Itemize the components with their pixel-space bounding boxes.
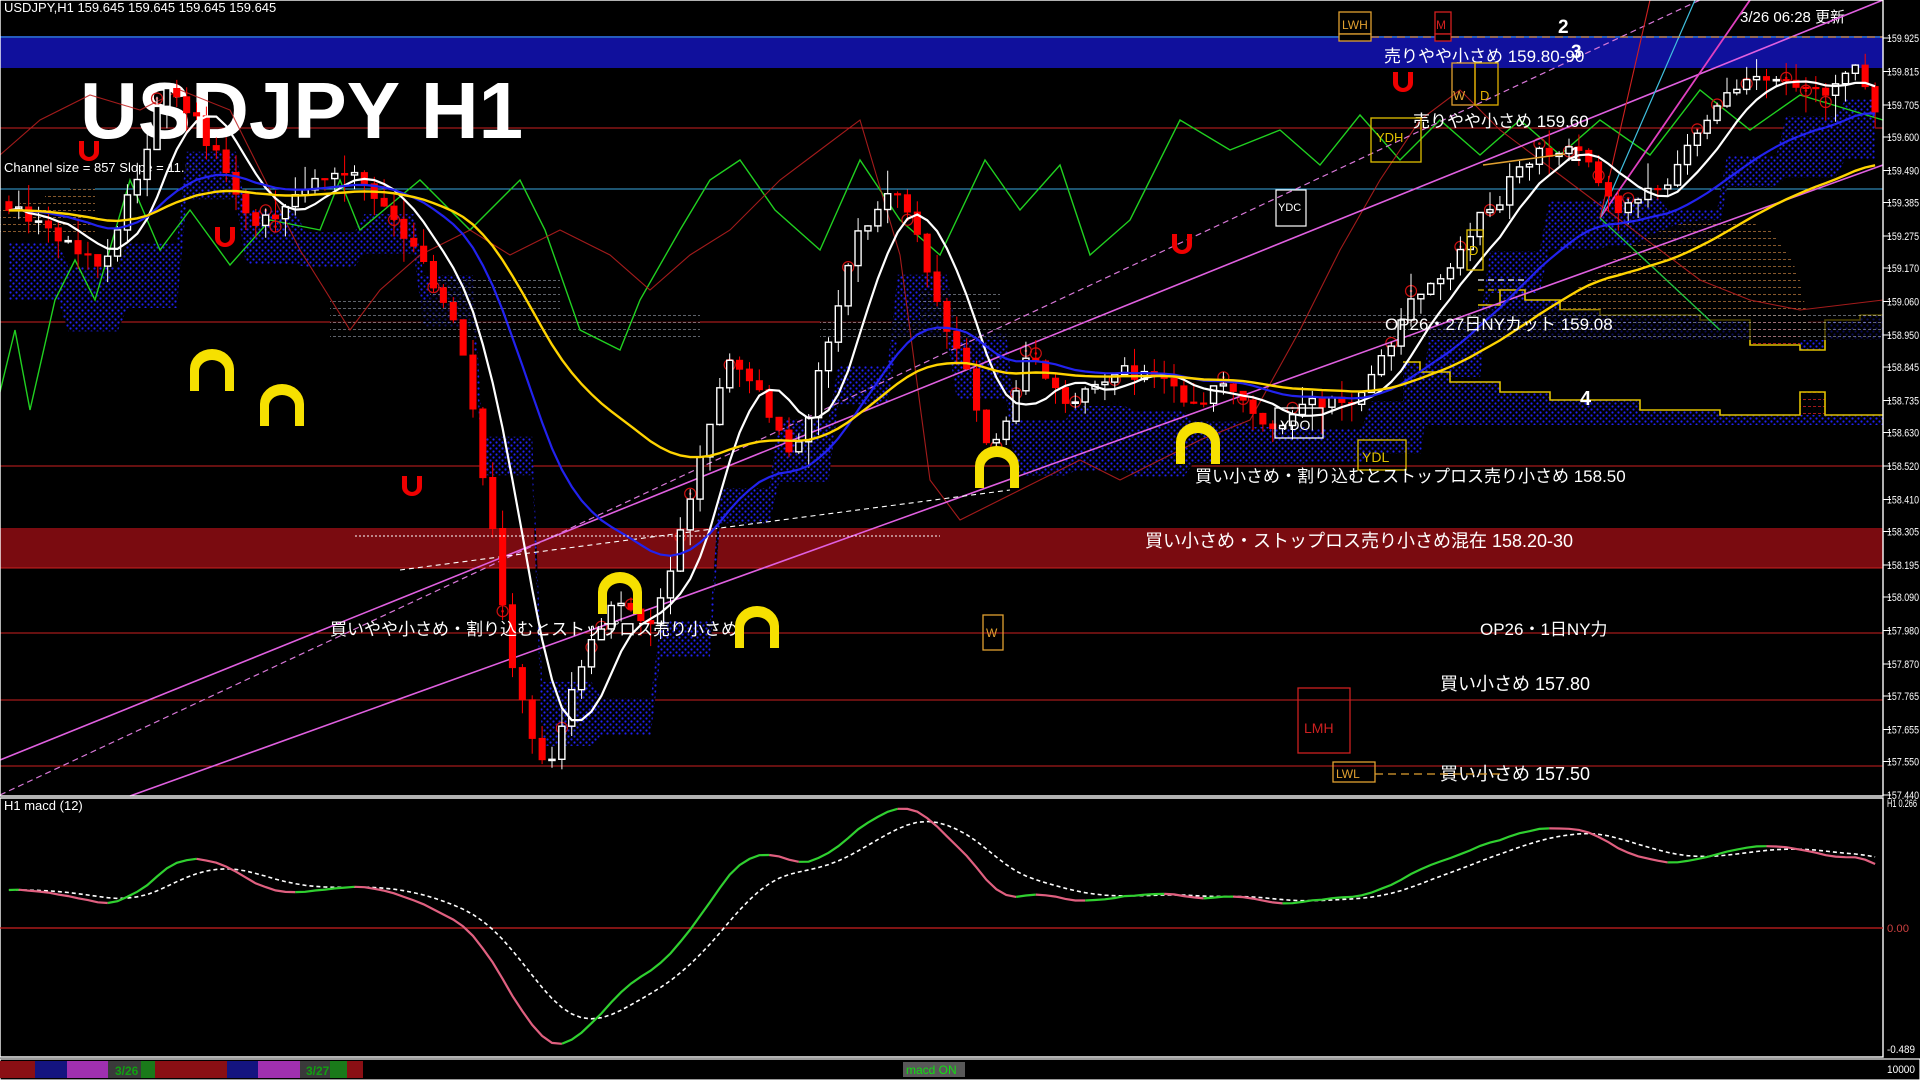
svg-text:3/27: 3/27 [306, 1064, 330, 1078]
svg-text:159.275: 159.275 [1887, 231, 1919, 243]
svg-text:3/26: 3/26 [115, 1064, 139, 1078]
svg-text:158.520: 158.520 [1887, 461, 1919, 473]
svg-text:158.630: 158.630 [1887, 428, 1919, 440]
svg-text:買い小さめ 157.80: 買い小さめ 157.80 [1440, 674, 1590, 694]
svg-text:157.440: 157.440 [1887, 790, 1919, 802]
svg-text:158.090: 158.090 [1887, 592, 1919, 604]
svg-text:158.950: 158.950 [1887, 330, 1919, 342]
svg-text:158.195: 158.195 [1887, 560, 1919, 572]
svg-text:4: 4 [1580, 388, 1592, 410]
svg-text:159.600: 159.600 [1887, 132, 1919, 144]
svg-text:売りやや小さめ 159.60: 売りやや小さめ 159.60 [1413, 112, 1589, 131]
svg-text:OP26・27日NYカット 159.08: OP26・27日NYカット 159.08 [1385, 315, 1613, 334]
svg-text:1: 1 [1570, 144, 1581, 166]
svg-text:157.550: 157.550 [1887, 757, 1919, 769]
svg-text:159.170: 159.170 [1887, 263, 1919, 275]
svg-text:M: M [1436, 18, 1446, 32]
svg-text:H1 macd (12): H1 macd (12) [4, 798, 83, 813]
svg-text:3/26 06:28 更新: 3/26 06:28 更新 [1740, 9, 1845, 26]
svg-text:USDJPY H1: USDJPY H1 [80, 66, 523, 155]
svg-text:10000: 10000 [1887, 1064, 1915, 1076]
svg-text:YDO: YDO [1280, 417, 1310, 433]
svg-text:159.815: 159.815 [1887, 67, 1919, 79]
svg-text:157.980: 157.980 [1887, 626, 1919, 638]
svg-text:D: D [1469, 243, 1478, 258]
svg-text:買い小さめ 157.50: 買い小さめ 157.50 [1440, 764, 1590, 784]
svg-text:LMH: LMH [1304, 720, 1334, 736]
svg-text:159.060: 159.060 [1887, 297, 1919, 309]
svg-text:macd ON: macd ON [906, 1063, 957, 1077]
svg-text:2: 2 [1558, 17, 1569, 38]
svg-text:LWH: LWH [1342, 18, 1368, 32]
svg-text:159.490: 159.490 [1887, 166, 1919, 178]
svg-text:買い小さめ・割り込むとストップロス売り小さめ 158.50: 買い小さめ・割り込むとストップロス売り小さめ 158.50 [1195, 467, 1626, 486]
svg-text:YDH: YDH [1376, 130, 1403, 145]
svg-text:157.765: 157.765 [1887, 691, 1919, 703]
svg-text:YDL: YDL [1362, 449, 1389, 465]
svg-text:0.00: 0.00 [1887, 923, 1909, 935]
svg-text:157.655: 157.655 [1887, 725, 1919, 737]
svg-text:USDJPY,H1 159.645 159.645 159: USDJPY,H1 159.645 159.645 159.645 159.64… [4, 0, 276, 15]
svg-text:W: W [986, 626, 998, 640]
svg-text:OP26・1日NY力: OP26・1日NY力 [1480, 620, 1608, 639]
svg-text:158.305: 158.305 [1887, 527, 1919, 539]
svg-text:買い小さめ・ストップロス売り小さめ混在 158.20-30: 買い小さめ・ストップロス売り小さめ混在 158.20-30 [1145, 531, 1573, 551]
svg-text:158.410: 158.410 [1887, 495, 1919, 507]
svg-text:158.845: 158.845 [1887, 362, 1919, 374]
svg-text:158.735: 158.735 [1887, 396, 1919, 408]
svg-text:-0.489: -0.489 [1887, 1044, 1915, 1056]
svg-text:YDC: YDC [1278, 202, 1301, 214]
svg-text:157.870: 157.870 [1887, 659, 1919, 671]
svg-text:159.925: 159.925 [1887, 33, 1919, 45]
svg-text:買いやや小さめ・割り込むとストップロス売り小さめ、: 買いやや小さめ・割り込むとストップロス売り小さめ、 [330, 620, 755, 639]
svg-text:W: W [1453, 88, 1466, 103]
svg-text:D: D [1480, 88, 1489, 103]
svg-text:159.705: 159.705 [1887, 100, 1919, 112]
svg-text:159.385: 159.385 [1887, 198, 1919, 210]
svg-text:LWL: LWL [1336, 767, 1360, 781]
